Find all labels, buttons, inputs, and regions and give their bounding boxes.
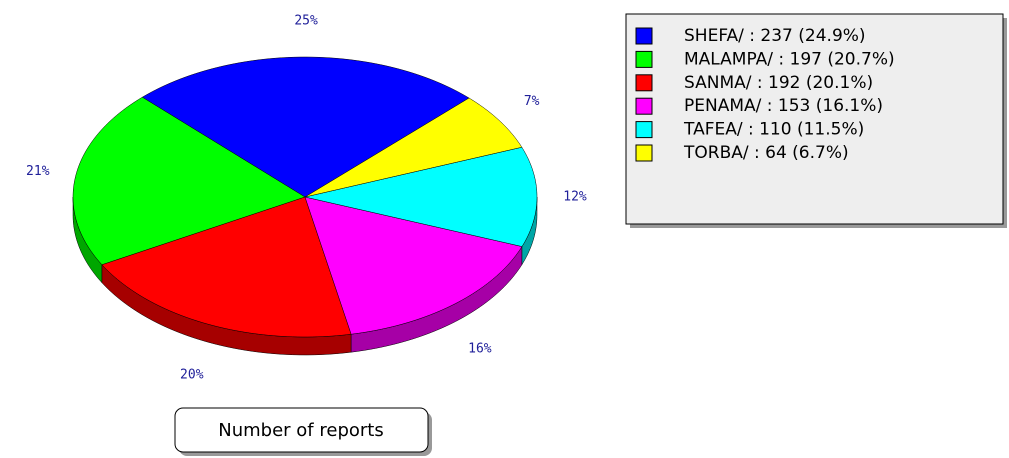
pie-slice xyxy=(304,97,523,198)
legend-box xyxy=(625,13,1004,225)
percent-label: 25% xyxy=(294,14,318,29)
title-box xyxy=(174,407,429,453)
percent-label: 20% xyxy=(180,367,204,382)
legend-label: TAFEA/ : 110 (11.5%) xyxy=(683,120,864,140)
legend-label: PENAMA/ : 153 (16.1%) xyxy=(684,96,883,116)
percent-label: 16% xyxy=(468,342,492,357)
pie-slice xyxy=(141,56,470,198)
legend-label: TORBA/ : 64 (6.7%) xyxy=(683,143,849,163)
percent-label: 7% xyxy=(524,94,540,109)
legend-label: SHEFA/ : 237 (24.9%) xyxy=(684,26,866,46)
legend-label: MALAMPA/ : 197 (20.7%) xyxy=(684,49,895,69)
legend-swatch xyxy=(635,74,653,92)
legend-swatch xyxy=(635,27,653,45)
chart-title: Number of reports xyxy=(218,420,383,441)
pie-slice xyxy=(304,146,538,247)
legend-swatch xyxy=(635,50,653,68)
legend-swatch xyxy=(635,144,653,162)
legend-label: SANMA/ : 192 (20.1%) xyxy=(684,73,873,93)
pie-slice xyxy=(72,96,306,266)
pie-slice xyxy=(101,196,352,338)
pie-slice xyxy=(304,196,523,335)
percent-label: 12% xyxy=(563,189,587,204)
legend-swatch xyxy=(635,121,653,139)
legend-swatch xyxy=(635,97,653,115)
percent-label: 21% xyxy=(26,164,50,179)
